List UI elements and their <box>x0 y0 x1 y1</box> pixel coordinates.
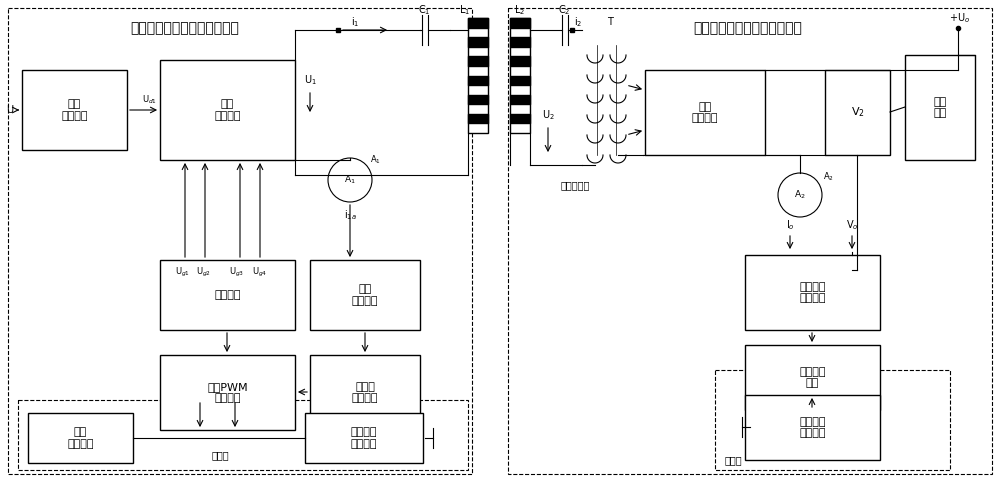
Text: 充电数据
无线发送: 充电数据 无线发送 <box>799 417 826 439</box>
Bar <box>745 345 880 410</box>
Text: U$_{g4}$: U$_{g4}$ <box>252 265 268 279</box>
Text: 单片机: 单片机 <box>725 455 743 465</box>
Bar <box>645 70 765 155</box>
Circle shape <box>778 173 822 217</box>
Text: C$_1$: C$_1$ <box>418 3 430 17</box>
Text: U$_{g3}$: U$_{g3}$ <box>229 265 245 279</box>
Text: 电压电流
采样: 电压电流 采样 <box>799 367 826 388</box>
Text: i$_1$: i$_1$ <box>351 15 359 29</box>
Text: 储能
设备: 储能 设备 <box>933 97 947 118</box>
Bar <box>468 18 488 133</box>
Circle shape <box>328 158 372 202</box>
Text: U$_{g1}$: U$_{g1}$ <box>175 265 191 279</box>
Text: 充电电压
电流检测: 充电电压 电流检测 <box>799 282 826 303</box>
Bar <box>310 355 420 430</box>
Bar <box>745 255 880 330</box>
Text: 电磁共振式无线电能发射系统: 电磁共振式无线电能发射系统 <box>131 21 239 35</box>
Text: 单相
全桥整流: 单相 全桥整流 <box>61 99 88 121</box>
Text: 逆变驱动: 逆变驱动 <box>214 290 241 300</box>
Text: L$_2$: L$_2$ <box>514 3 526 17</box>
Bar <box>905 55 975 160</box>
Text: L$_1$: L$_1$ <box>459 3 471 17</box>
Text: i$_{1a}$: i$_{1a}$ <box>344 208 356 222</box>
Text: +U$_o$: +U$_o$ <box>949 11 971 25</box>
Text: U$_1$: U$_1$ <box>304 73 316 87</box>
Bar <box>305 413 423 463</box>
Text: 充电
控制算法: 充电 控制算法 <box>67 427 94 449</box>
Text: A$_1$: A$_1$ <box>370 154 380 166</box>
Text: 单片机: 单片机 <box>211 450 229 460</box>
Text: 高频变压器: 高频变压器 <box>560 180 590 190</box>
Text: U$_{g2}$: U$_{g2}$ <box>196 265 212 279</box>
Bar <box>28 413 133 463</box>
Bar <box>508 8 992 474</box>
Text: U$_{d1}$: U$_{d1}$ <box>142 94 158 106</box>
Text: 锁相环
频率跟踪: 锁相环 频率跟踪 <box>352 382 378 403</box>
Text: i$_2$: i$_2$ <box>574 15 582 29</box>
Text: A$_2$: A$_2$ <box>823 171 833 183</box>
Bar <box>745 395 880 460</box>
Bar <box>160 260 295 330</box>
Bar <box>825 70 890 155</box>
Text: 无线充电
数据接收: 无线充电 数据接收 <box>351 427 377 449</box>
Text: A$_2$: A$_2$ <box>794 189 806 201</box>
Text: 高频
整流滤波: 高频 整流滤波 <box>692 102 718 123</box>
Text: U$_2$: U$_2$ <box>542 108 554 122</box>
Text: 单相
全桥逆变: 单相 全桥逆变 <box>214 99 241 121</box>
Bar <box>22 70 127 150</box>
Text: V$_o$: V$_o$ <box>846 218 858 232</box>
Text: 电磁共振式无线电能接收系统: 电磁共振式无线电能接收系统 <box>694 21 802 35</box>
Bar <box>160 60 295 160</box>
Text: T: T <box>607 17 613 27</box>
Bar <box>18 400 468 470</box>
Text: V$_2$: V$_2$ <box>851 106 864 120</box>
Text: 逆变
电流检测: 逆变 电流检测 <box>352 284 378 306</box>
Text: 移相PWM
逆变控制: 移相PWM 逆变控制 <box>207 382 248 403</box>
Bar <box>715 370 950 470</box>
Text: A$_1$: A$_1$ <box>344 174 356 186</box>
Bar <box>510 18 530 133</box>
Text: U: U <box>6 105 14 115</box>
Bar <box>310 260 420 330</box>
Text: C$_2$: C$_2$ <box>558 3 570 17</box>
Text: I$_o$: I$_o$ <box>786 218 794 232</box>
Bar <box>8 8 472 474</box>
Bar <box>160 355 295 430</box>
